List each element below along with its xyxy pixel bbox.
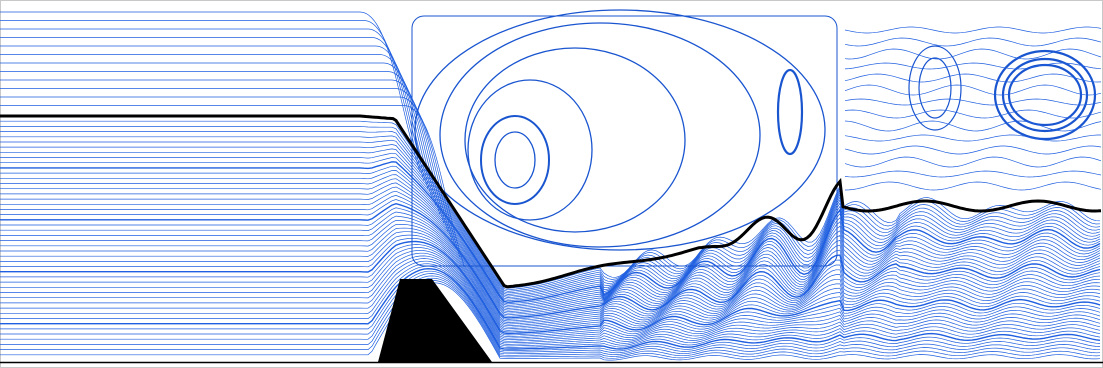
- upper-streamlines: [0, 11, 465, 266]
- right-wake-streamlines: [844, 26, 1102, 191]
- dividing-streamline: [0, 114, 1102, 289]
- lower-streamlines: [0, 120, 1101, 361]
- recirculation-vortex-streamlines: [411, 9, 838, 267]
- trapezoid-obstacle: [378, 279, 492, 362]
